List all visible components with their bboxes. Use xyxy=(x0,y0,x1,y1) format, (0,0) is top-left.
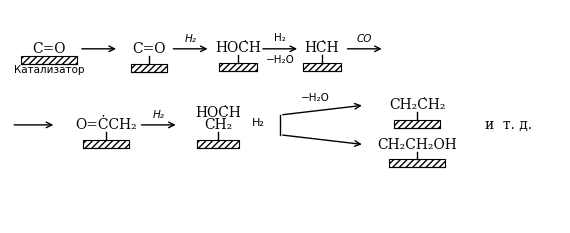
Bar xyxy=(394,120,440,128)
Text: CH₂CH₂OH: CH₂CH₂OH xyxy=(377,138,457,152)
Bar xyxy=(21,56,77,64)
Text: HOĊH: HOĊH xyxy=(215,41,261,55)
Text: HOĊH: HOĊH xyxy=(196,106,241,120)
Text: и  т. д.: и т. д. xyxy=(485,118,532,132)
Text: CO: CO xyxy=(357,34,372,44)
Text: −H₂O: −H₂O xyxy=(300,93,329,103)
Bar xyxy=(83,140,129,148)
Text: O=ĊCH₂: O=ĊCH₂ xyxy=(75,118,137,132)
Text: H₂: H₂ xyxy=(274,33,286,43)
Text: CH₂ĊH₂: CH₂ĊH₂ xyxy=(389,98,446,112)
Bar xyxy=(219,63,257,71)
Bar xyxy=(389,159,445,167)
Text: C=O: C=O xyxy=(32,42,66,56)
Text: C=O: C=O xyxy=(132,42,165,56)
Text: −H₂O: −H₂O xyxy=(266,55,295,65)
Bar xyxy=(131,64,166,72)
Text: H₂: H₂ xyxy=(185,34,197,44)
Text: HĊH: HĊH xyxy=(304,41,339,55)
Bar xyxy=(197,140,239,148)
Bar xyxy=(303,63,341,71)
Text: H₂: H₂ xyxy=(153,110,165,120)
Text: CH₂: CH₂ xyxy=(204,118,233,132)
Text: Катализатор: Катализатор xyxy=(14,65,84,75)
Text: H₂: H₂ xyxy=(252,118,264,128)
